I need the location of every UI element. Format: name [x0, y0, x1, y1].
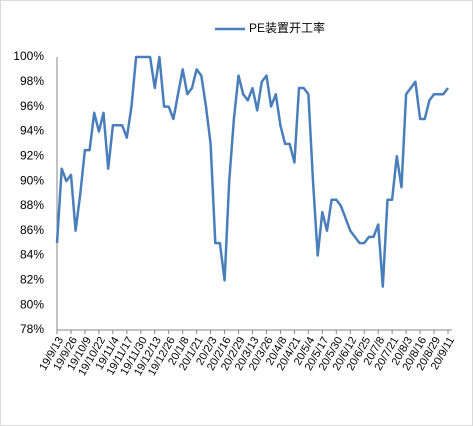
y-tick-label: 90%	[20, 173, 44, 187]
y-tick-label: 78%	[20, 322, 44, 336]
y-tick-label: 82%	[20, 273, 44, 287]
y-tick-label: 94%	[20, 124, 44, 138]
y-tick-label: 80%	[20, 297, 44, 311]
y-tick-label: 86%	[20, 223, 44, 237]
y-tick-label: 88%	[20, 198, 44, 212]
y-tick-label: 98%	[20, 74, 44, 88]
y-tick-label: 100%	[13, 49, 44, 63]
series-line	[55, 55, 449, 288]
y-tick-label: 96%	[20, 99, 44, 113]
y-tick-label: 92%	[20, 148, 44, 162]
y-tick-label: 84%	[20, 248, 44, 262]
legend-label: PE装置开工率	[249, 20, 325, 35]
